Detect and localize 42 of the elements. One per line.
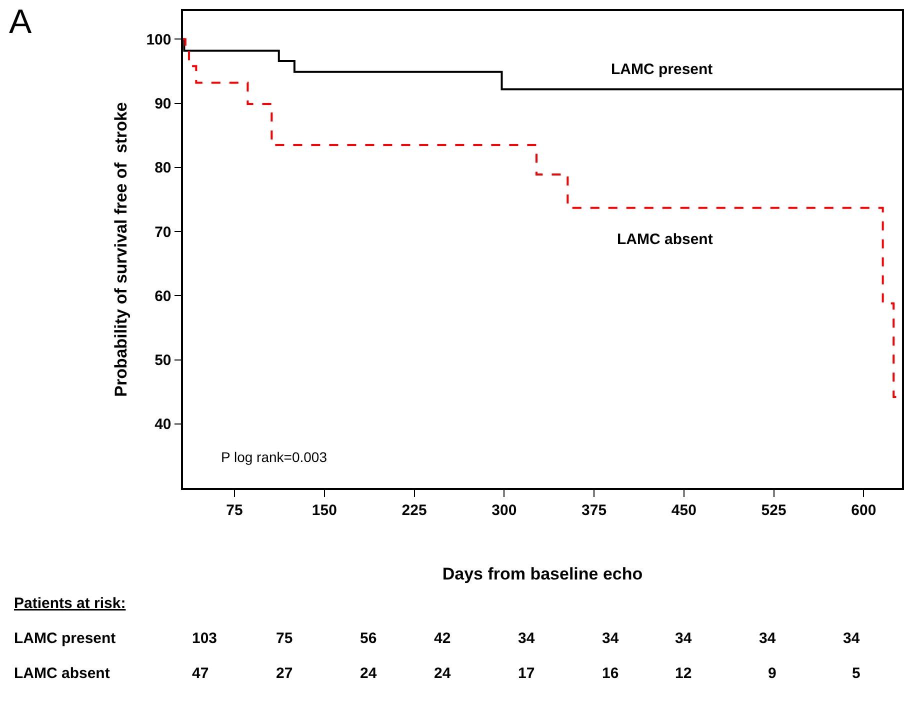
y-tick-label: 70 (154, 224, 172, 241)
y-tick-label: 50 (154, 352, 172, 370)
text: 24 (434, 665, 452, 682)
text: 16 (602, 665, 619, 682)
series-label: LAMC present (611, 61, 713, 78)
x-tick-label: 600 (851, 502, 876, 519)
text: 17 (518, 665, 535, 682)
text: A (9, 3, 32, 41)
x-tick-label: 525 (761, 502, 786, 519)
text: 5 (852, 665, 860, 682)
x-tick-label: 225 (402, 502, 427, 519)
text: Patients at risk: (14, 595, 126, 612)
text: 34 (675, 630, 692, 647)
text: 24 (360, 665, 378, 682)
text: LAMC present (14, 630, 116, 647)
y-tick-label: 90 (154, 96, 172, 113)
x-tick-label: 150 (312, 502, 337, 519)
y-axis-title: Probability of survival free of stroke (111, 102, 130, 397)
x-tick-label: 300 (492, 502, 517, 519)
x-axis-title: Days from baseline echo (442, 564, 643, 584)
text: 75 (276, 630, 293, 647)
text: 103 (192, 630, 218, 647)
y-tick-label: 100 (146, 31, 172, 48)
text: 34 (759, 630, 776, 647)
text: 47 (192, 665, 209, 682)
text: LAMC absent (14, 665, 110, 682)
text: 34 (518, 630, 536, 647)
y-tick-label: 40 (154, 416, 172, 434)
text: 27 (276, 665, 293, 682)
x-tick-label: 375 (582, 502, 607, 519)
text: 56 (360, 630, 377, 647)
annotation: P log rank=0.003 (221, 449, 328, 465)
text: 9 (768, 665, 776, 682)
text: 34 (843, 630, 860, 647)
x-tick-label: 75 (226, 502, 243, 519)
series-label: LAMC absent (617, 231, 713, 248)
y-tick-label: 80 (154, 160, 172, 177)
text: 42 (434, 630, 451, 647)
x-tick-label: 450 (671, 502, 696, 519)
y-tick-label: 60 (154, 288, 172, 305)
text: 12 (675, 665, 692, 682)
text: 34 (602, 630, 620, 647)
